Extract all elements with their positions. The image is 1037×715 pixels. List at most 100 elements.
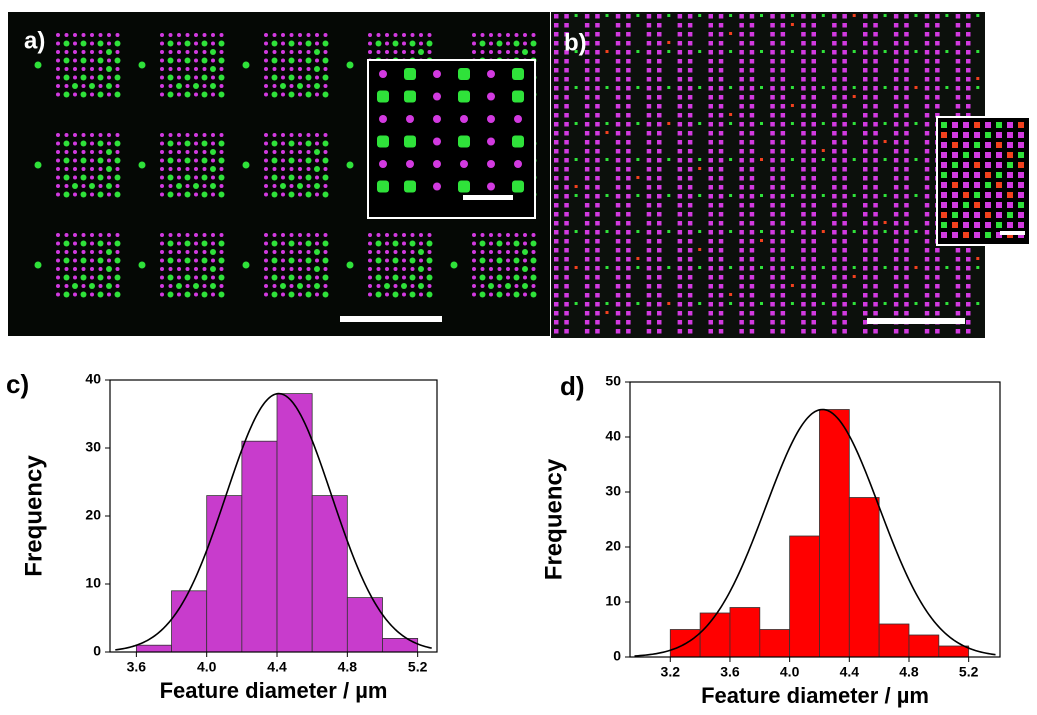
dot: [298, 50, 302, 54]
dot: [883, 86, 887, 89]
dot: [564, 248, 569, 253]
dot: [924, 104, 930, 109]
dot: [385, 241, 389, 246]
dot: [941, 122, 947, 128]
dot: [760, 86, 763, 89]
dot: [749, 95, 755, 100]
dot: [323, 33, 328, 37]
dot: [729, 293, 733, 296]
dot: [842, 95, 847, 100]
x-axis-label: Feature diameter / µm: [160, 678, 388, 703]
dot: [985, 162, 991, 168]
dot: [160, 233, 164, 237]
dot: [114, 291, 121, 298]
dot: [667, 50, 671, 53]
dot: [708, 122, 713, 127]
dot: [306, 50, 311, 54]
dot: [893, 14, 899, 19]
dot: [410, 33, 415, 37]
dot: [687, 167, 693, 172]
dot: [924, 68, 930, 73]
dot: [677, 293, 683, 298]
dot: [863, 86, 868, 91]
dot: [687, 176, 693, 181]
dot: [904, 329, 909, 334]
dot: [914, 86, 918, 89]
dot: [904, 293, 909, 298]
dot: [646, 293, 652, 298]
dot: [801, 23, 806, 28]
dot: [952, 232, 958, 238]
dot: [966, 50, 971, 55]
dot: [107, 58, 111, 63]
dot: [955, 266, 961, 271]
dot: [368, 267, 372, 271]
dot: [770, 311, 775, 316]
dot: [698, 194, 702, 197]
dot: [974, 152, 980, 158]
dot: [419, 241, 423, 246]
dot: [272, 267, 277, 271]
dot: [514, 50, 519, 54]
dot: [264, 258, 268, 263]
dot: [323, 84, 328, 88]
dot: [749, 320, 755, 325]
dot: [314, 166, 320, 172]
dot: [811, 50, 816, 55]
dot: [73, 133, 77, 137]
dot: [646, 302, 652, 307]
dot: [626, 248, 631, 253]
dot: [368, 50, 372, 54]
dot: [56, 267, 60, 271]
dot: [288, 240, 295, 247]
dot: [56, 284, 60, 288]
dot: [564, 311, 569, 316]
dot: [718, 23, 724, 28]
dot: [81, 284, 86, 288]
dot: [264, 192, 268, 197]
dot: [811, 221, 816, 226]
dot: [852, 302, 856, 305]
dot: [677, 86, 683, 91]
dot: [615, 221, 621, 226]
dot: [904, 50, 909, 55]
dot: [184, 157, 191, 164]
dot: [770, 230, 775, 235]
dot: [272, 84, 277, 88]
dot: [306, 284, 311, 288]
dot: [842, 320, 847, 325]
dot: [780, 95, 786, 100]
dot: [385, 233, 389, 237]
dot: [210, 66, 216, 72]
dot: [749, 203, 755, 208]
dot: [729, 230, 733, 233]
dot: [626, 122, 631, 127]
dot: [811, 230, 816, 235]
dot: [34, 161, 42, 169]
dot: [935, 284, 940, 289]
dot: [167, 257, 174, 264]
dot: [904, 230, 909, 235]
dot: [64, 84, 69, 88]
dot: [718, 239, 724, 244]
dot: [1018, 152, 1024, 158]
dot: [605, 122, 609, 125]
y-axis-label: Frequency: [540, 458, 567, 580]
dot: [615, 203, 621, 208]
dot: [657, 95, 662, 100]
dot: [185, 267, 190, 271]
dot: [893, 212, 899, 217]
dot: [657, 257, 662, 262]
dot: [924, 275, 930, 280]
dot: [687, 230, 693, 235]
dot: [323, 167, 328, 171]
dot: [218, 157, 225, 164]
dot: [780, 149, 786, 154]
dot: [615, 275, 621, 280]
dot: [687, 293, 693, 298]
dot: [160, 241, 164, 246]
dot: [749, 221, 755, 226]
dot: [811, 95, 816, 100]
dot: [185, 84, 190, 88]
bar: [241, 440, 278, 653]
